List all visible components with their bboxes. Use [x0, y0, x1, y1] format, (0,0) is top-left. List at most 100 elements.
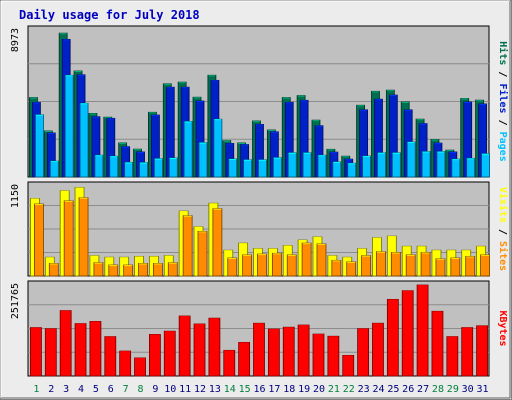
x-tick-label: 18 — [283, 384, 295, 395]
bar-kbytes-day-19 — [297, 324, 310, 377]
bar-kbytes-day-24 — [372, 322, 384, 377]
bar-sites-day-1 — [34, 203, 44, 277]
y-label-hits-files-pages: Hits / Files / Pages — [497, 41, 509, 161]
bar-sites-day-23 — [361, 255, 371, 277]
x-tick-label: 16 — [253, 384, 265, 395]
bar-pages-day-19 — [302, 152, 312, 178]
bar-sites-day-16 — [257, 253, 267, 277]
bar-sites-day-12 — [197, 230, 208, 277]
x-tick-label: 13 — [209, 384, 221, 395]
legend-files: Files — [497, 83, 509, 113]
bar-pages-day-9 — [154, 158, 163, 178]
x-tick-label: 28 — [432, 384, 444, 395]
bar-pages-day-4 — [79, 102, 89, 178]
legend-sites: Sites — [497, 241, 509, 271]
panel-kbytes: 251765 KBytes — [10, 280, 508, 377]
bar-sites-day-8 — [138, 263, 148, 277]
chart-panels: 8973 Hits / Files / Pages 1150 Visits / Sit… — [10, 25, 509, 377]
bar-sites-day-11 — [182, 215, 193, 277]
bar-kbytes-day-11 — [178, 315, 191, 377]
bar-kbytes-day-20 — [312, 333, 325, 377]
chart-title: Daily usage for July 2018 — [19, 8, 200, 22]
y-max-label: 1150 — [10, 184, 21, 208]
panel-visits-sites: 1150 Visits / Sites — [10, 181, 509, 277]
bar-pages-day-15 — [243, 159, 253, 178]
bar-kbytes-day-8 — [134, 357, 146, 377]
bar-pages-day-25 — [391, 152, 401, 178]
bar-sites-day-21 — [331, 259, 342, 277]
bar-kbytes-day-22 — [342, 354, 355, 377]
bar-sites-day-26 — [405, 254, 416, 277]
x-tick-label: 29 — [447, 384, 459, 395]
bar-kbytes-day-17 — [267, 328, 280, 377]
bar-sites-day-7 — [123, 264, 134, 277]
bar-sites-day-13 — [212, 208, 223, 277]
legend-visits: Visits — [497, 187, 509, 223]
x-tick-label: 26 — [402, 384, 414, 395]
bar-sites-day-30 — [465, 256, 476, 277]
x-tick-label: 20 — [313, 384, 325, 395]
x-tick-label: 30 — [462, 384, 474, 395]
bar-pages-day-21 — [332, 161, 342, 178]
bar-sites-day-17 — [271, 252, 282, 277]
x-tick-label: 3 — [63, 384, 69, 395]
bar-kbytes-day-30 — [461, 327, 474, 377]
bar-sites-day-24 — [376, 251, 386, 277]
bar-sites-day-10 — [167, 262, 178, 277]
bar-sites-day-20 — [316, 243, 327, 277]
x-tick-label: 2 — [48, 384, 54, 395]
bar-kbytes-day-18 — [282, 326, 295, 377]
bar-sites-day-27 — [420, 252, 431, 277]
x-tick-label: 21 — [328, 384, 340, 395]
bar-pages-day-3 — [64, 74, 74, 178]
y-label-kbytes: KBytes — [497, 310, 508, 346]
bar-kbytes-day-28 — [431, 310, 444, 377]
bar-kbytes-day-7 — [119, 350, 132, 377]
bar-kbytes-day-2 — [44, 328, 57, 377]
bar-pages-day-28 — [436, 151, 446, 178]
legend-separator: / — [497, 65, 508, 83]
bar-pages-day-23 — [362, 155, 371, 178]
bar-pages-day-27 — [421, 151, 431, 178]
bar-kbytes-day-21 — [327, 335, 340, 377]
bar-kbytes-day-3 — [59, 310, 72, 377]
bar-sites-day-3 — [63, 200, 74, 277]
bar-kbytes-day-9 — [149, 334, 161, 377]
bar-kbytes-day-6 — [104, 336, 117, 377]
x-tick-label: 6 — [108, 384, 114, 395]
bar-sites-day-4 — [78, 197, 89, 277]
bar-pages-day-22 — [347, 162, 357, 178]
bar-sites-day-25 — [390, 252, 401, 277]
bar-sites-day-28 — [435, 258, 446, 277]
bar-pages-day-20 — [317, 154, 327, 178]
bar-sites-day-14 — [227, 257, 238, 277]
x-tick-label: 8 — [138, 384, 144, 395]
x-tick-label: 5 — [93, 384, 99, 395]
bar-pages-day-11 — [183, 121, 193, 178]
legend-kbytes: KBytes — [497, 310, 508, 346]
bar-pages-day-14 — [228, 158, 238, 178]
bar-pages-day-7 — [124, 162, 134, 178]
x-tick-label: 19 — [298, 384, 310, 395]
bar-pages-day-5 — [94, 154, 104, 178]
bar-kbytes-day-15 — [238, 341, 251, 377]
bar-pages-day-10 — [168, 157, 178, 178]
bar-kbytes-day-12 — [193, 323, 206, 377]
x-axis-day-labels: 1 2 3 4 5 6 7 8 9 10 11 12 13 14 15 16 17 18 19 20 21 22 23 24 2… — [33, 384, 488, 395]
bar-kbytes-day-14 — [223, 349, 236, 377]
x-tick-label: 27 — [417, 384, 429, 395]
bar-kbytes-day-5 — [89, 321, 102, 377]
bar-pages-day-31 — [481, 153, 490, 178]
legend-pages: Pages — [497, 132, 508, 162]
bar-pages-day-16 — [258, 159, 267, 178]
legend-hits: Hits — [497, 41, 509, 65]
legend-separator: / — [497, 223, 508, 241]
bar-pages-day-1 — [35, 114, 44, 178]
bar-sites-day-31 — [480, 254, 490, 277]
x-tick-label: 14 — [224, 384, 236, 395]
bar-pages-day-17 — [272, 157, 282, 178]
panel-hits-files-pages: 8973 Hits / Files / Pages — [10, 25, 509, 178]
bar-pages-day-6 — [109, 155, 119, 178]
bar-kbytes-day-25 — [386, 298, 399, 377]
